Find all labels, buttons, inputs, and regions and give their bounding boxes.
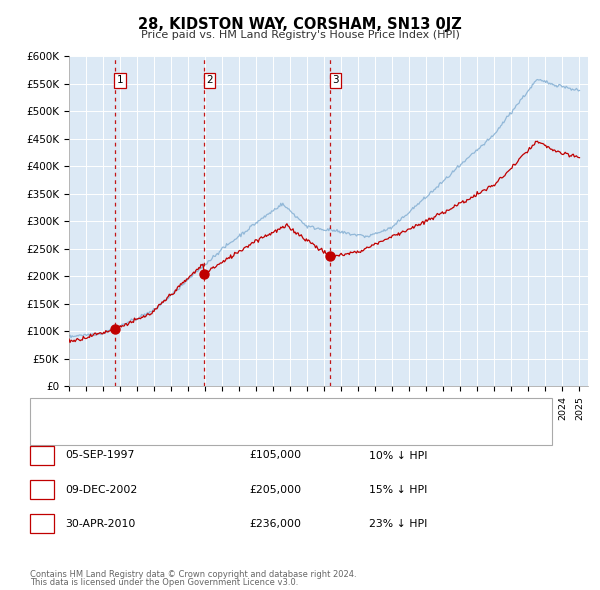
Text: Contains HM Land Registry data © Crown copyright and database right 2024.: Contains HM Land Registry data © Crown c… [30, 570, 356, 579]
Text: 05-SEP-1997: 05-SEP-1997 [65, 451, 134, 460]
Text: 1: 1 [116, 76, 123, 86]
Text: £236,000: £236,000 [249, 519, 301, 529]
Text: ——: —— [43, 426, 68, 439]
Text: 15% ↓ HPI: 15% ↓ HPI [369, 485, 427, 494]
Text: 28, KIDSTON WAY, CORSHAM, SN13 0JZ: 28, KIDSTON WAY, CORSHAM, SN13 0JZ [138, 17, 462, 31]
Text: 30-APR-2010: 30-APR-2010 [65, 519, 135, 529]
Text: 10% ↓ HPI: 10% ↓ HPI [369, 451, 427, 460]
Text: £205,000: £205,000 [249, 485, 301, 494]
Text: 3: 3 [38, 519, 46, 529]
Text: ——: —— [43, 405, 68, 418]
Text: 3: 3 [332, 76, 338, 86]
Text: £105,000: £105,000 [249, 451, 301, 460]
Text: Price paid vs. HM Land Registry's House Price Index (HPI): Price paid vs. HM Land Registry's House … [140, 30, 460, 40]
Text: This data is licensed under the Open Government Licence v3.0.: This data is licensed under the Open Gov… [30, 578, 298, 587]
Text: 28, KIDSTON WAY, CORSHAM, SN13 0JZ (detached house): 28, KIDSTON WAY, CORSHAM, SN13 0JZ (deta… [71, 407, 359, 417]
Text: 09-DEC-2002: 09-DEC-2002 [65, 485, 137, 494]
Text: 2: 2 [38, 485, 46, 494]
Text: 1: 1 [38, 451, 46, 460]
Text: HPI: Average price, detached house, Wiltshire: HPI: Average price, detached house, Wilt… [71, 427, 299, 437]
Text: 2: 2 [206, 76, 212, 86]
Text: 23% ↓ HPI: 23% ↓ HPI [369, 519, 427, 529]
